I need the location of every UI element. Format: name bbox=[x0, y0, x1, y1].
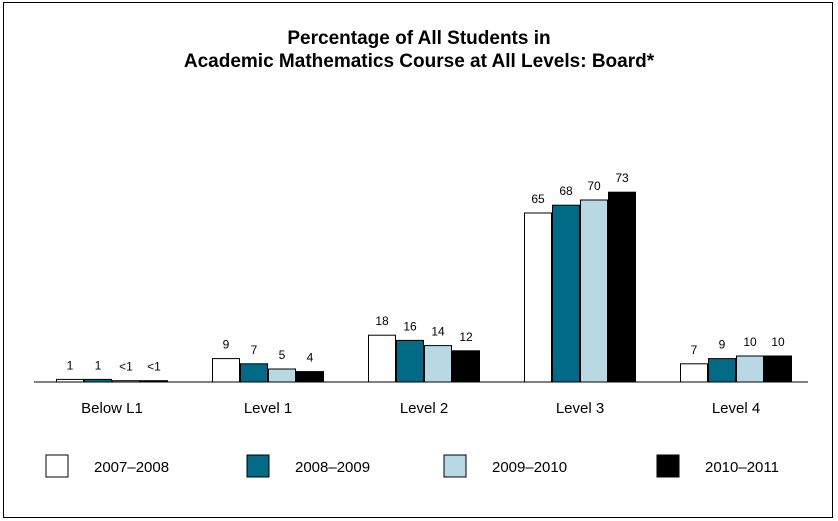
data-label: 16 bbox=[403, 319, 417, 333]
bar-level-4-series-3 bbox=[764, 355, 792, 383]
bar-level-1-series-2 bbox=[268, 368, 296, 383]
bar-below-l1-series-1 bbox=[84, 378, 112, 383]
bar-level-1-series-1 bbox=[240, 363, 268, 383]
bar-level-4-series-0 bbox=[680, 363, 708, 383]
bar-level-1-series-3 bbox=[296, 371, 324, 383]
data-label: 7 bbox=[251, 343, 258, 357]
data-label: 70 bbox=[587, 179, 601, 193]
bar-level-3-series-0 bbox=[524, 212, 552, 383]
chart-frame bbox=[3, 2, 833, 518]
bar-below-l1-series-3 bbox=[140, 380, 168, 383]
bar-level-3-series-3 bbox=[608, 191, 636, 383]
data-label: <1 bbox=[147, 360, 161, 374]
data-label: 14 bbox=[431, 325, 445, 339]
legend-swatch bbox=[443, 454, 467, 478]
bar-level-2-series-0 bbox=[368, 334, 396, 383]
data-label: 68 bbox=[559, 184, 573, 198]
data-label: 12 bbox=[459, 330, 473, 344]
data-label: 18 bbox=[375, 314, 389, 328]
x-tick-label: Level 4 bbox=[712, 400, 760, 417]
bar-level-2-series-1 bbox=[396, 339, 424, 383]
bar-level-3-series-2 bbox=[580, 199, 608, 383]
legend-label: 2008–2009 bbox=[295, 459, 370, 476]
legend-swatch bbox=[246, 454, 270, 478]
bar-level-2-series-2 bbox=[424, 345, 452, 383]
chart-title-line-1: Percentage of All Students in bbox=[287, 28, 551, 49]
bar-level-2-series-3 bbox=[452, 350, 480, 383]
legend-label: 2009–2010 bbox=[492, 459, 567, 476]
legend-swatch bbox=[45, 454, 69, 478]
data-label: 5 bbox=[279, 348, 286, 362]
data-label: 65 bbox=[531, 192, 545, 206]
data-label: 7 bbox=[691, 343, 698, 357]
bar-below-l1-series-2 bbox=[112, 380, 140, 383]
x-tick-label: Level 3 bbox=[556, 400, 604, 417]
bar-level-1-series-0 bbox=[212, 358, 240, 383]
x-tick-label: Below L1 bbox=[81, 400, 143, 417]
x-tick-label: Level 2 bbox=[400, 400, 448, 417]
data-label: 10 bbox=[743, 335, 757, 349]
legend-label: 2010–2011 bbox=[705, 459, 779, 476]
data-label: 9 bbox=[719, 338, 726, 352]
legend-swatch bbox=[656, 454, 680, 478]
bar-level-3-series-1 bbox=[552, 204, 580, 383]
data-label: 1 bbox=[95, 358, 102, 372]
bar-level-4-series-2 bbox=[736, 355, 764, 383]
data-label: 9 bbox=[223, 338, 230, 352]
data-label: 1 bbox=[67, 358, 74, 372]
x-tick-label: Level 1 bbox=[244, 400, 292, 417]
data-label: 73 bbox=[615, 171, 629, 185]
legend-label: 2007–2008 bbox=[94, 459, 169, 476]
data-label: 10 bbox=[771, 335, 785, 349]
chart-title: Percentage of All Students in Academic M… bbox=[0, 27, 838, 73]
data-label: <1 bbox=[119, 360, 133, 374]
chart-title-line-2: Academic Mathematics Course at All Level… bbox=[183, 51, 655, 72]
bar-below-l1-series-0 bbox=[56, 378, 84, 383]
bar-level-4-series-1 bbox=[708, 358, 736, 383]
data-label: 4 bbox=[307, 351, 314, 365]
